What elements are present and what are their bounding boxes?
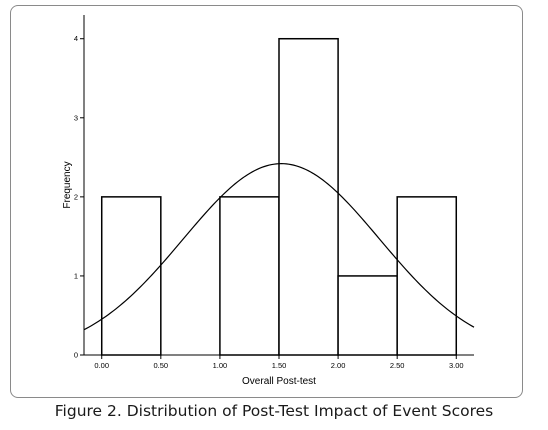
x-tick-label-6: 3.00	[449, 361, 464, 370]
histogram-bar-0	[100, 196, 162, 356]
histogram-bar-3	[278, 37, 339, 356]
histogram-chart: 0 1 2 3 4 0.00 0.50 1.00 1.50 2.00 2.50 3.00 Overal…	[62, 15, 475, 387]
y-tick-label-4: 4	[74, 34, 78, 43]
axes-group: 0 1 2 3 4 0.00 0.50 1.00 1.50 2.00 2.50 3.00	[74, 15, 474, 370]
y-tick-label-1: 1	[74, 271, 78, 280]
x-tick-label-0: 0.00	[94, 361, 109, 370]
y-tick-label-0: 0	[74, 351, 78, 360]
x-tick-label-4: 2.00	[331, 361, 346, 370]
histogram-bar-4	[337, 275, 398, 356]
figure-caption: Figure 2. Distribution of Post-Test Impa…	[54, 402, 494, 420]
x-axis-label: Overall Post-test	[242, 376, 316, 387]
y-tick-label-3: 3	[74, 113, 78, 122]
x-tick-label-5: 2.50	[390, 361, 405, 370]
y-axis-label: Frequency	[62, 161, 73, 208]
y-tick-label-2: 2	[74, 192, 78, 201]
x-tick-label-2: 1.00	[213, 361, 228, 370]
x-tick-label-1: 0.50	[154, 361, 169, 370]
histogram-bar-2	[219, 196, 280, 356]
histogram-bar-5	[396, 196, 458, 356]
normal-curve	[83, 163, 475, 331]
bars-group	[100, 37, 458, 356]
x-tick-label-3: 1.50	[272, 361, 287, 370]
